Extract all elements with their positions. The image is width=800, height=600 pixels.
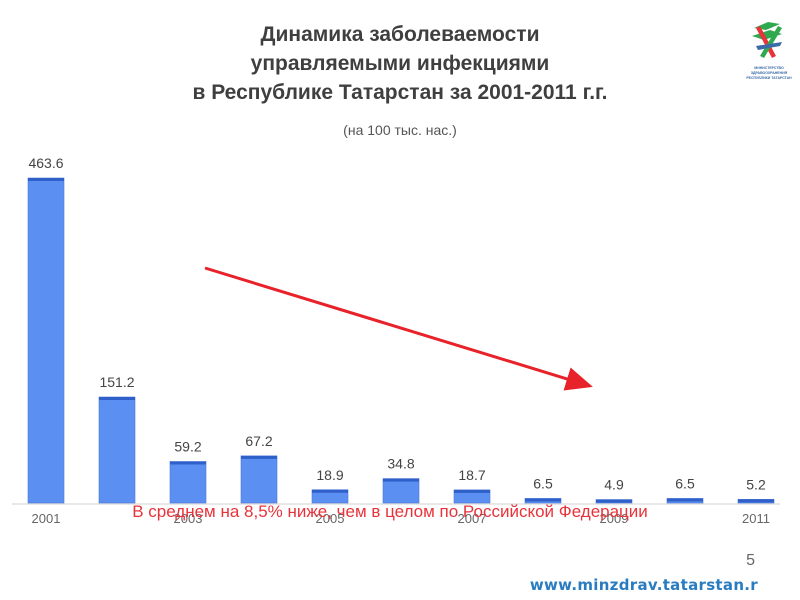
trend-arrow [204,266,593,391]
title-line-2: управляемыми инфекциями [250,52,550,75]
value-label-2004: 67.2 [245,433,272,449]
title-line-1: Динамика заболеваемости [260,23,540,46]
value-label-2002: 151.2 [99,374,134,390]
x-tick-2007: 2007 [458,511,487,526]
ministry-emblem-icon [752,22,782,58]
value-labels-layer: 463.6 151.2 59.2 67.2 18.9 34.8 18.7 6.5 4.9 6.5 5… [28,155,765,493]
page-title: Динамика заболеваемости управляемыми инф… [100,20,700,107]
bar-2006 [382,478,420,504]
bar-top-edge-2005 [312,489,348,493]
bar-top-edge-2003 [170,461,206,465]
value-label-2001: 463.6 [28,155,63,171]
bar-2003 [169,461,207,504]
value-label-2011: 5.2 [746,476,766,492]
trend-arrow-layer [204,266,593,391]
logo-text-line-3: РЕСПУБЛИКИ ТАТАРСТАН [746,76,792,80]
page-subtitle: (на 100 тыс. нас.) [343,122,457,138]
ministry-logo: МИНИСТЕРСТВО ЗДРАВООХРАНЕНИЯ РЕСПУБЛИКИ … [746,16,792,86]
bar-top-edge-2002 [99,397,135,401]
bar-2001 [27,177,65,504]
value-label-2006: 34.8 [387,456,414,472]
bar-top-edge-2008 [525,498,561,502]
x-tick-2003: 2003 [174,511,203,526]
bar-2004 [240,455,278,504]
value-label-2008: 6.5 [533,475,553,491]
bar-top-edge-2011 [738,499,774,503]
bar-top-edge-2001 [28,178,64,181]
bar-top-edge-2010 [667,498,703,502]
bar-top-edge-2007 [454,489,490,493]
bar-top-edge-2004 [241,455,277,459]
bar-top-edge-2009 [596,499,632,503]
x-tick-labels-layer: 2001 2003 2005 2007 2009 2011 [32,511,770,526]
title-line-3: в Республике Татарстан за 2001-2011 г.г. [192,81,608,104]
bar-chart: 463.6 151.2 59.2 67.2 18.9 34.8 18.7 6.5 4.9 6.5 5… [12,155,780,526]
page-number: 5 [746,552,755,569]
value-label-2009: 4.9 [604,477,624,493]
bars-layer [12,177,780,505]
x-tick-2005: 2005 [316,511,345,526]
logo-text-line-2: ЗДРАВООХРАНЕНИЯ [750,71,788,75]
x-tick-2009: 2009 [600,511,629,526]
x-tick-2001: 2001 [32,511,61,526]
logo-text-line-1: МИНИСТЕРСТВО [754,66,784,70]
value-label-2005: 18.9 [316,467,343,483]
bar-top-edge-2006 [383,478,419,482]
value-label-2010: 6.5 [675,475,695,491]
value-label-2003: 59.2 [174,438,201,454]
bar-2002 [98,396,136,504]
footnote-comparison: В среднем на 8,5% ниже, чем в целом по Р… [132,502,648,521]
x-tick-2011: 2011 [742,511,770,526]
website-url[interactable]: www.minzdrav.tatarstan.r [529,576,758,594]
value-label-2007: 18.7 [458,467,485,483]
